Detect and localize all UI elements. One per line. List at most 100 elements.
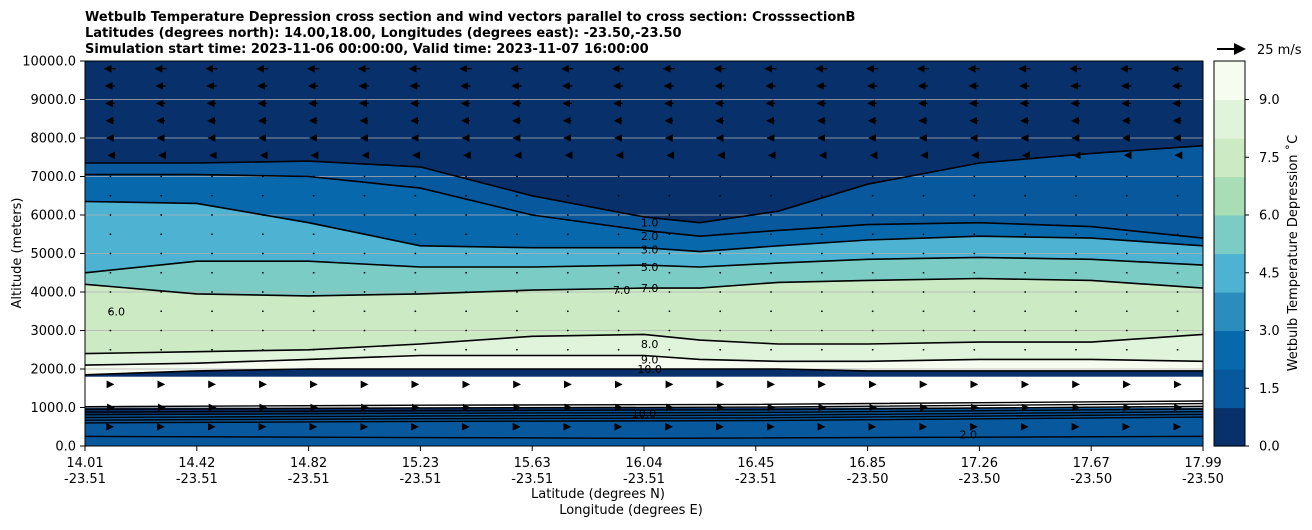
contour-line-boundary-4	[85, 405, 1203, 413]
wind-vector-calm	[1176, 233, 1179, 236]
wind-vector-calm	[617, 233, 620, 236]
contour-fill-band-2	[85, 174, 1203, 252]
contour-label-left-7: 7.0	[613, 284, 631, 297]
wind-vector-calm	[1176, 310, 1179, 313]
wind-vector-calm	[973, 291, 976, 293]
wind-vector-calm	[465, 348, 468, 351]
x-axis-label-2: Longitude (degrees E)	[559, 503, 703, 518]
wind-vector-calm	[668, 233, 671, 236]
wind-vector-calm	[820, 214, 823, 216]
wind-vector-calm	[1176, 194, 1179, 197]
wind-vector-calm	[109, 233, 112, 236]
wind-vector-calm	[820, 252, 823, 255]
wind-vector-calm	[1125, 271, 1128, 274]
colorbar-swatch	[1214, 388, 1245, 409]
wind-vector-calm	[719, 194, 722, 197]
contour-label-1: 2.0	[641, 230, 659, 243]
colorbar: 0.0 1.5 3.0 4.5 6.0 7.5 9.0	[1213, 60, 1280, 455]
wind-vector-calm	[1024, 252, 1027, 255]
wind-vector-calm	[1075, 194, 1077, 197]
wind-vector-calm	[312, 271, 315, 274]
wind-vector-calm	[922, 214, 925, 216]
x-tick-label-lon: -23.51	[511, 472, 553, 487]
wind-vector-calm	[160, 348, 163, 351]
wind-vector-calm	[770, 329, 772, 332]
wind-vector-calm	[1176, 291, 1179, 293]
wind-vector-calm	[973, 329, 976, 332]
contour-fill-band-4	[85, 257, 1203, 296]
wind-vector-calm	[617, 271, 620, 274]
wind-vector-calm	[211, 291, 213, 293]
wind-vector-calm	[312, 252, 315, 255]
wind-vector-calm	[770, 233, 772, 236]
wind-vector-calm	[261, 214, 264, 216]
x-tick-label-lon: -23.51	[399, 472, 441, 487]
wind-vector-calm	[1125, 175, 1128, 178]
x-tick-label-lon: -23.51	[623, 472, 665, 487]
wind-vector-calm	[1024, 233, 1027, 236]
wind-vector-calm	[871, 291, 874, 293]
y-tick-label: 0.0	[55, 440, 76, 455]
wind-vector-calm	[719, 252, 722, 255]
wind-vector-calm	[160, 194, 163, 197]
colorbar-swatch	[1214, 234, 1245, 254]
contour-line-8	[85, 333, 1203, 355]
wind-vector-calm	[973, 310, 976, 313]
quiver-key-label: 25 m/s	[1257, 43, 1302, 58]
wind-vector-calm	[414, 214, 417, 216]
wind-vector-calm	[261, 194, 264, 197]
wind-vector-calm	[973, 271, 976, 274]
wind-vector-calm	[109, 194, 112, 197]
colorbar-swatch	[1214, 407, 1245, 428]
contour-line-3	[85, 200, 1203, 253]
x-axis: 14.01-23.5114.42-23.5114.82-23.5115.23-2…	[64, 446, 1224, 487]
wind-vector-calm	[617, 194, 620, 197]
wind-vector-calm	[414, 310, 417, 313]
wind-vector-calm	[1075, 291, 1077, 293]
wind-vector-calm	[719, 214, 722, 216]
wind-vector-calm	[1125, 214, 1128, 216]
wind-vector-calm	[973, 175, 976, 178]
y-tick-label: 1000.0	[31, 401, 77, 416]
chart-title-line-2: Latitudes (degrees north): 14.00,18.00, …	[85, 26, 682, 41]
wind-vector-calm	[414, 348, 417, 351]
colorbar-swatch	[1214, 99, 1245, 120]
contour-label-3: 5.0	[641, 261, 659, 274]
wind-vector-calm	[1075, 175, 1077, 178]
wind-vector-calm	[719, 329, 722, 332]
contour-label-0: 1.0	[641, 217, 659, 230]
x-tick-label-lon: -23.51	[64, 472, 106, 487]
wind-vector-calm	[1024, 291, 1027, 293]
colorbar-tick-label: 4.5	[1259, 266, 1280, 281]
wind-vector-calm	[1075, 233, 1077, 236]
wind-vector-calm	[668, 310, 671, 313]
wind-vector-calm	[668, 271, 671, 274]
colorbar-swatch	[1214, 253, 1245, 274]
contour-line-7	[85, 277, 1203, 297]
x-tick-label-lat: 17.26	[961, 456, 998, 471]
y-tick-label: 9000.0	[31, 93, 77, 108]
wind-vector-calm	[312, 233, 315, 236]
wind-vector-calm	[922, 252, 925, 255]
wind-vector-calm	[1075, 310, 1077, 313]
wind-vector-calm	[1176, 271, 1179, 274]
wind-vector-calm	[719, 233, 722, 236]
y-tick-label: 5000.0	[31, 247, 77, 262]
contour-labels: 1.02.03.05.07.08.09.010.06.07.02.010.0	[108, 217, 977, 442]
x-tick-label-lon: -23.51	[176, 472, 218, 487]
wind-vector-calm	[414, 175, 417, 178]
wind-vector-calm	[1075, 252, 1077, 255]
wind-vector-calm	[1176, 252, 1179, 255]
wind-vector-calm	[820, 348, 823, 351]
wind-vector-calm	[820, 291, 823, 293]
wind-vector-calm	[363, 310, 366, 313]
wind-vector-calm	[871, 175, 874, 178]
contour-line-boundary-2	[85, 411, 1203, 419]
colorbar-tick-label: 7.5	[1259, 151, 1280, 166]
y-tick-label: 10000.0	[22, 55, 76, 70]
wind-vector-calm	[211, 348, 213, 351]
wind-vector-calm	[363, 271, 366, 274]
wind-vector-calm	[617, 310, 620, 313]
quiver-key: 25 m/s	[1217, 43, 1302, 58]
contour-line-2	[85, 173, 1203, 239]
